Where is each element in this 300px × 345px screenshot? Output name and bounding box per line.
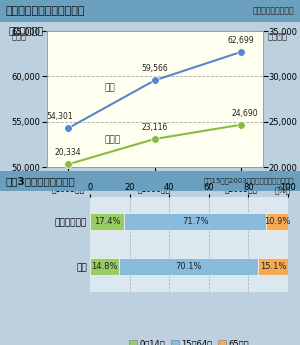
Legend: 0～14歳, 15～64歳, 65歳～: 0～14歳, 15～64歳, 65歳～ bbox=[126, 336, 252, 345]
Text: 人口・世帯数の移り変わり: 人口・世帯数の移り変わり bbox=[6, 6, 85, 16]
Bar bbox=[90, 258, 119, 275]
Text: （世帯）: （世帯） bbox=[268, 33, 288, 42]
Bar bbox=[124, 213, 266, 230]
Text: 年齢3区分別の人口割合: 年齢3区分別の人口割合 bbox=[6, 176, 76, 186]
Text: 人口: 人口 bbox=[104, 83, 115, 92]
Text: 62,699: 62,699 bbox=[228, 36, 254, 45]
Text: 平成15年（2003年）住民基本台帳による: 平成15年（2003年）住民基本台帳による bbox=[203, 177, 294, 184]
Text: 15.1%: 15.1% bbox=[260, 262, 286, 271]
Text: 17.4%: 17.4% bbox=[94, 217, 121, 226]
Text: 23,116: 23,116 bbox=[141, 123, 168, 132]
Text: 54,301: 54,301 bbox=[46, 112, 73, 121]
Text: 20,334: 20,334 bbox=[55, 148, 81, 157]
Bar bbox=[90, 213, 124, 230]
Bar bbox=[266, 213, 288, 230]
Bar bbox=[119, 258, 258, 275]
Text: 10.9%: 10.9% bbox=[264, 217, 290, 226]
Text: この地域全体: この地域全体 bbox=[9, 25, 44, 35]
Text: 59,566: 59,566 bbox=[141, 65, 168, 73]
Text: 世帯数: 世帯数 bbox=[104, 136, 121, 145]
Text: 24,690: 24,690 bbox=[232, 109, 258, 118]
Bar bbox=[258, 258, 288, 275]
Text: 住民基本台帳による: 住民基本台帳による bbox=[252, 7, 294, 16]
Text: （%）: （%） bbox=[274, 185, 291, 194]
Text: 70.1%: 70.1% bbox=[176, 262, 202, 271]
Text: 14.8%: 14.8% bbox=[92, 262, 118, 271]
Text: 71.7%: 71.7% bbox=[182, 217, 209, 226]
Text: （人）: （人） bbox=[12, 33, 27, 42]
